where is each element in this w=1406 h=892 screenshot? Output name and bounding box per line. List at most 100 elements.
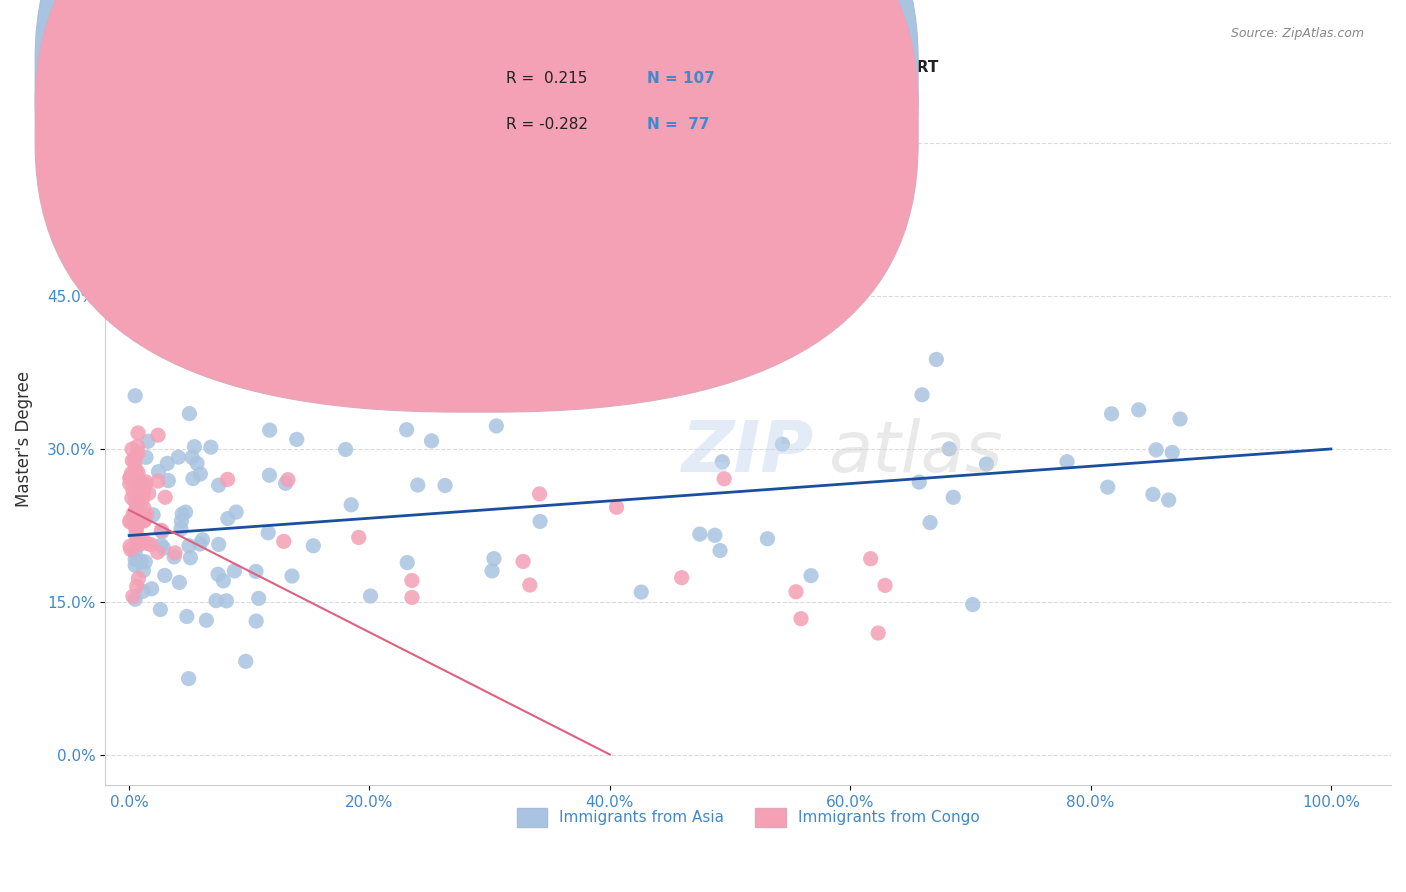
Point: [671, 571, 693, 585]
Point: [120, 539, 142, 553]
Point: [132, 486, 155, 500]
Point: [124, 592, 146, 607]
Point: [711, 455, 734, 469]
Point: [176, 609, 198, 624]
Point: [177, 672, 200, 686]
Point: [925, 352, 948, 367]
Point: [150, 523, 173, 537]
Point: [257, 525, 280, 540]
Point: [132, 501, 155, 516]
Text: ZIP: ZIP: [682, 418, 814, 487]
Point: [259, 468, 281, 483]
Point: [129, 514, 152, 528]
Point: [122, 510, 145, 524]
Point: [124, 558, 146, 573]
Point: [859, 551, 882, 566]
Point: [125, 480, 148, 494]
Point: [713, 472, 735, 486]
Point: [124, 512, 146, 526]
Point: [1056, 455, 1078, 469]
Point: [125, 522, 148, 536]
Point: [120, 542, 142, 557]
Point: [153, 490, 176, 504]
Point: [127, 439, 149, 453]
Point: [285, 433, 308, 447]
Point: [124, 463, 146, 477]
Point: [131, 493, 153, 508]
Point: [125, 476, 148, 491]
Point: [150, 524, 173, 539]
Point: [124, 512, 146, 526]
Point: [150, 538, 173, 552]
Point: [163, 549, 186, 564]
Point: [215, 594, 238, 608]
Point: [135, 450, 157, 465]
Text: R =  0.215: R = 0.215: [506, 71, 588, 86]
Point: [149, 602, 172, 616]
Point: [785, 584, 807, 599]
Point: [122, 590, 145, 604]
Point: [128, 512, 150, 526]
Point: [183, 440, 205, 454]
Point: [125, 498, 148, 512]
Point: [132, 584, 155, 599]
Point: [124, 389, 146, 403]
Point: [125, 503, 148, 517]
Point: [512, 554, 534, 568]
Point: [873, 578, 896, 592]
Point: [152, 541, 174, 555]
Point: [359, 589, 381, 603]
Point: [1097, 480, 1119, 494]
Point: [335, 442, 357, 457]
Text: Source: ZipAtlas.com: Source: ZipAtlas.com: [1230, 27, 1364, 40]
Point: [302, 539, 325, 553]
Point: [127, 571, 149, 585]
Point: [188, 537, 211, 551]
Point: [163, 546, 186, 560]
Point: [396, 556, 419, 570]
Point: [142, 508, 165, 522]
Point: [976, 457, 998, 471]
Point: [141, 582, 163, 596]
Point: [124, 503, 146, 517]
Point: [1161, 445, 1184, 459]
Point: [135, 475, 157, 489]
Point: [406, 478, 429, 492]
Point: [790, 612, 813, 626]
Point: [122, 483, 145, 498]
Point: [181, 471, 204, 485]
Text: R = -0.282: R = -0.282: [506, 118, 588, 132]
Point: [127, 470, 149, 484]
Point: [274, 476, 297, 491]
Point: [200, 440, 222, 454]
Point: [134, 513, 156, 527]
Point: [124, 494, 146, 508]
Point: [131, 534, 153, 549]
Point: [1144, 442, 1167, 457]
Point: [281, 569, 304, 583]
Point: [277, 473, 299, 487]
Point: [157, 474, 180, 488]
Point: [129, 554, 152, 568]
Point: [481, 564, 503, 578]
Point: [207, 567, 229, 582]
Point: [125, 476, 148, 491]
Point: [124, 519, 146, 533]
Point: [868, 626, 890, 640]
Point: [132, 482, 155, 496]
Point: [129, 475, 152, 490]
Point: [177, 539, 200, 553]
Point: [174, 505, 197, 519]
Point: [179, 407, 201, 421]
Point: [235, 654, 257, 668]
Point: [170, 522, 193, 536]
Point: [124, 552, 146, 566]
Point: [139, 538, 162, 552]
Y-axis label: Master's Degree: Master's Degree: [15, 371, 32, 507]
Point: [179, 550, 201, 565]
Point: [169, 575, 191, 590]
Point: [329, 306, 352, 320]
Point: [756, 532, 779, 546]
Point: [128, 537, 150, 551]
Point: [125, 524, 148, 539]
